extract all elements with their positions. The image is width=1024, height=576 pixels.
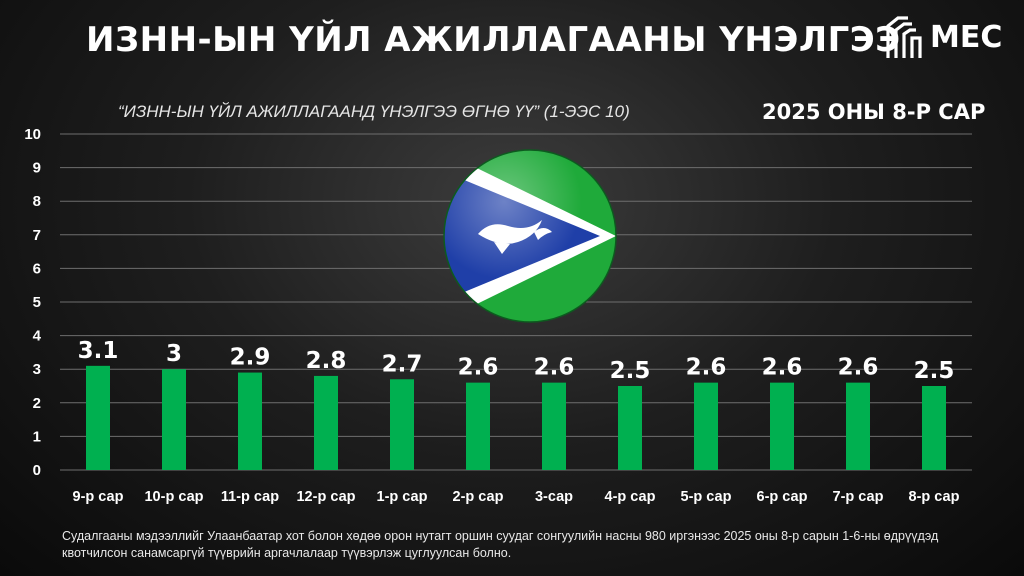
logo-text: MEC xyxy=(930,20,1003,55)
mec-logo-icon xyxy=(886,16,922,58)
data-label: 2.6 xyxy=(534,355,575,381)
bar xyxy=(466,382,490,470)
bar xyxy=(390,379,414,470)
methodology-note: Судалгааны мэдээллийг Улаанбаатар хот бо… xyxy=(62,529,939,560)
bar xyxy=(238,372,262,470)
x-tick-label: 4-р сар xyxy=(605,489,656,505)
bar xyxy=(314,375,338,470)
period-label: 2025 ОНЫ 8-Р САР xyxy=(762,100,986,124)
y-tick-label: 5 xyxy=(33,294,41,311)
data-label: 2.6 xyxy=(838,355,879,381)
data-label: 2.5 xyxy=(610,358,651,384)
x-tick-label: 11-р сар xyxy=(221,489,279,505)
y-axis-ticks: 0 1 2 3 4 5 6 7 8 9 10 xyxy=(24,126,41,479)
bar xyxy=(618,386,642,470)
x-axis-ticks: 9-р сар 10-р сар 11-р сар 12-р сар 1-р сар 2-… xyxy=(73,489,960,505)
x-tick-label: 1-р сар xyxy=(377,489,428,505)
bar xyxy=(846,382,870,470)
bar xyxy=(770,382,794,470)
x-tick-label: 8-р сар xyxy=(909,489,960,505)
bar xyxy=(694,382,718,470)
data-label: 3 xyxy=(166,341,182,367)
data-label: 2.6 xyxy=(762,355,803,381)
data-label: 3.1 xyxy=(78,338,119,364)
y-tick-label: 9 xyxy=(33,160,41,177)
x-tick-label: 3-сар xyxy=(535,489,573,505)
x-tick-label: 5-р сар xyxy=(681,489,732,505)
y-tick-label: 4 xyxy=(33,328,42,345)
page-title: ИЗНН-ЫН ҮЙЛ АЖИЛЛАГААНЫ ҮНЭЛГЭЭ xyxy=(86,20,901,60)
bar xyxy=(922,386,946,470)
data-label: 2.7 xyxy=(382,351,423,377)
data-label: 2.6 xyxy=(686,355,727,381)
x-tick-label: 10-р сар xyxy=(144,489,203,505)
party-emblem-icon xyxy=(443,149,617,323)
bar xyxy=(162,369,186,470)
bars xyxy=(86,365,946,470)
y-tick-label: 6 xyxy=(33,260,41,277)
x-tick-label: 2-р сар xyxy=(453,489,504,505)
chart-subtitle: “ИЗНН-ЫН ҮЙЛ АЖИЛЛАГААНД ҮНЭЛГЭЭ ӨГНӨ ҮҮ… xyxy=(118,102,630,121)
bar xyxy=(86,365,110,470)
x-tick-label: 12-р сар xyxy=(296,489,355,505)
y-tick-label: 0 xyxy=(33,462,41,479)
y-tick-label: 1 xyxy=(33,428,41,445)
x-tick-label: 7-р сар xyxy=(833,489,884,505)
y-tick-label: 7 xyxy=(33,227,41,244)
bar xyxy=(542,382,566,470)
data-label: 2.9 xyxy=(230,345,271,371)
y-tick-label: 2 xyxy=(33,395,41,412)
x-tick-label: 6-р сар xyxy=(757,489,808,505)
data-label: 2.6 xyxy=(458,355,499,381)
x-tick-label: 9-р сар xyxy=(73,489,124,505)
y-tick-label: 10 xyxy=(24,126,41,143)
data-label: 2.8 xyxy=(306,348,347,374)
y-tick-label: 3 xyxy=(33,361,41,378)
y-tick-label: 8 xyxy=(33,193,41,210)
data-label: 2.5 xyxy=(914,358,955,384)
data-labels: 3.1 3 2.9 2.8 2.7 2.6 2.6 2.5 2.6 2.6 2.6 2.5 xyxy=(78,338,955,384)
